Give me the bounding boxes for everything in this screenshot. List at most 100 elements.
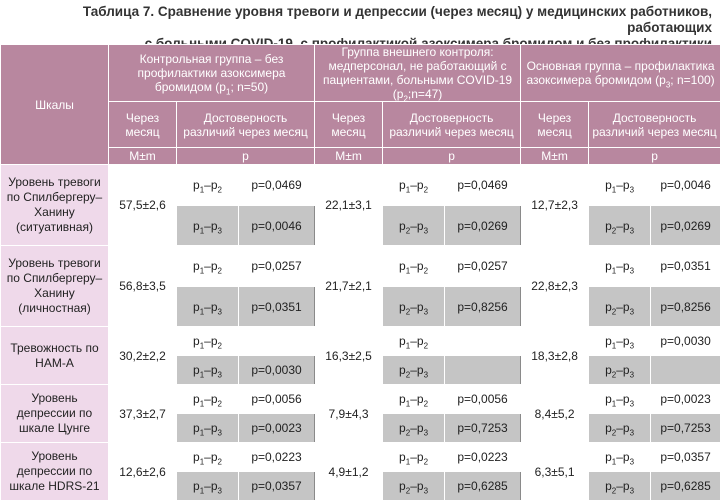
p-comparison: p2–p3 (589, 287, 651, 327)
scale-label: Тревожность по HAM-A (1, 327, 109, 385)
p-value: p=0,0357 (239, 472, 315, 501)
p-value: p=0,0257 (445, 246, 521, 287)
header-reliability: Достоверность различий через месяц (177, 102, 315, 148)
p-value: p=0,0223 (445, 443, 521, 472)
p-value: p=0,0469 (239, 165, 315, 206)
p-comparison: p1–p2 (383, 246, 445, 287)
p-comparison: p2–p3 (383, 414, 445, 443)
p-value: p=0,0046 (651, 165, 720, 206)
mean-value: 22,8±2,3 (521, 246, 589, 327)
p-value: p=0,0046 (239, 206, 315, 246)
p-comparison: p2–p3 (383, 206, 445, 246)
mean-value: 22,1±3,1 (315, 165, 383, 246)
p-comparison: p1–p3 (589, 385, 651, 414)
p-value (445, 356, 521, 385)
table-row: Уровень тревоги по Спилбергеру–Ханину (с… (1, 165, 720, 206)
mean-value: 56,8±3,5 (109, 246, 177, 327)
p-value: p=0,0351 (651, 246, 720, 287)
header-through-month: Через месяц (315, 102, 383, 148)
table-title: Таблица 7. Сравнение уровня тревоги и де… (0, 0, 712, 48)
p-value: p=0,0269 (651, 206, 720, 246)
p-comparison: p1–p2 (383, 443, 445, 472)
p-value: p=0,0023 (239, 414, 315, 443)
mean-value: 21,7±2,1 (315, 246, 383, 327)
p-value: p=0,7253 (651, 414, 720, 443)
p-value: p=0,0023 (651, 385, 720, 414)
header-p: p (383, 148, 521, 165)
header-group-3: Основная группа – профилактика азоксимер… (521, 45, 720, 102)
p-value: p=0,0223 (239, 443, 315, 472)
p-value: p=0,8256 (651, 287, 720, 327)
p-value: p=0,0030 (651, 327, 720, 356)
mean-value: 37,3±2,7 (109, 385, 177, 443)
p-value: p=0,7253 (445, 414, 521, 443)
p-comparison: p1–p3 (589, 165, 651, 206)
p-comparison: p1–p2 (177, 443, 239, 472)
mean-value: 6,3±5,1 (521, 443, 589, 501)
scale-label: Уровень тревоги по Спилбергеру–Ханину (л… (1, 246, 109, 327)
p-comparison: p1–p2 (383, 385, 445, 414)
p-value: p=0,6285 (445, 472, 521, 501)
mean-value: 16,3±2,5 (315, 327, 383, 385)
p-comparison: p1–p2 (177, 385, 239, 414)
header-group-1: Контрольная группа – без профилактики аз… (109, 45, 315, 102)
p-comparison: p2–p3 (383, 287, 445, 327)
p-comparison: p1–p2 (383, 165, 445, 206)
mean-value: 8,4±5,2 (521, 385, 589, 443)
header-p: p (177, 148, 315, 165)
p-comparison: p2–p3 (589, 206, 651, 246)
scale-label: Уровень депрессии по шкале Цунге (1, 385, 109, 443)
mean-value: 12,6±2,6 (109, 443, 177, 501)
header-mean: M±m (109, 148, 177, 165)
scale-label: Уровень депрессии по шкале HDRS-21 (1, 443, 109, 501)
p-comparison: p2–p3 (383, 356, 445, 385)
p-value: p=0,6285 (651, 472, 720, 501)
p-comparison: p1–p3 (589, 443, 651, 472)
p-value: p=0,0357 (651, 443, 720, 472)
p-comparison: p2–p3 (589, 472, 651, 501)
p-comparison: p1–p2 (177, 246, 239, 287)
header-reliability: Достоверность различий через месяц (383, 102, 521, 148)
p-comparison: p1–p3 (589, 327, 651, 356)
mean-value: 57,5±2,6 (109, 165, 177, 246)
p-comparison: p1–p2 (177, 165, 239, 206)
header-group-2: Группа внешнего контроля: медперсонал, н… (315, 45, 521, 102)
document-page: Таблица 7. Сравнение уровня тревоги и де… (0, 0, 720, 480)
p-value: p=0,0056 (239, 385, 315, 414)
p-comparison: p1–p3 (589, 246, 651, 287)
header-through-month: Через месяц (521, 102, 589, 148)
header-scales: Шкалы (1, 45, 109, 165)
p-comparison: p1–p2 (383, 327, 445, 356)
p-value (651, 356, 720, 385)
header-p: p (589, 148, 720, 165)
p-comparison: p2–p3 (383, 472, 445, 501)
p-comparison: p1–p3 (177, 356, 239, 385)
p-value: p=0,0469 (445, 165, 521, 206)
header-mean: M±m (315, 148, 383, 165)
p-comparison: p2–p3 (589, 356, 651, 385)
mean-value: 4,9±1,2 (315, 443, 383, 501)
p-value: p=0,0056 (445, 385, 521, 414)
p-value: p=0,0257 (239, 246, 315, 287)
comparison-table: Шкалы Контрольная группа – без профилакт… (0, 44, 720, 501)
table-row: Уровень тревоги по Спилбергеру–Ханину (л… (1, 246, 720, 287)
p-value: p=0,0030 (239, 356, 315, 385)
p-comparison: p1–p3 (177, 287, 239, 327)
mean-value: 7,9±4,3 (315, 385, 383, 443)
mean-value: 12,7±2,3 (521, 165, 589, 246)
p-comparison: p1–p3 (177, 414, 239, 443)
mean-value: 30,2±2,2 (109, 327, 177, 385)
p-value: p=0,0351 (239, 287, 315, 327)
p-value (445, 327, 521, 356)
p-value (239, 327, 315, 356)
p-comparison: p1–p2 (177, 327, 239, 356)
mean-value: 18,3±2,8 (521, 327, 589, 385)
header-mean: M±m (521, 148, 589, 165)
p-comparison: p1–p3 (177, 472, 239, 501)
p-comparison: p1–p3 (177, 206, 239, 246)
table-body: Уровень тревоги по Спилбергеру–Ханину (с… (1, 165, 720, 501)
p-value: p=0,0269 (445, 206, 521, 246)
